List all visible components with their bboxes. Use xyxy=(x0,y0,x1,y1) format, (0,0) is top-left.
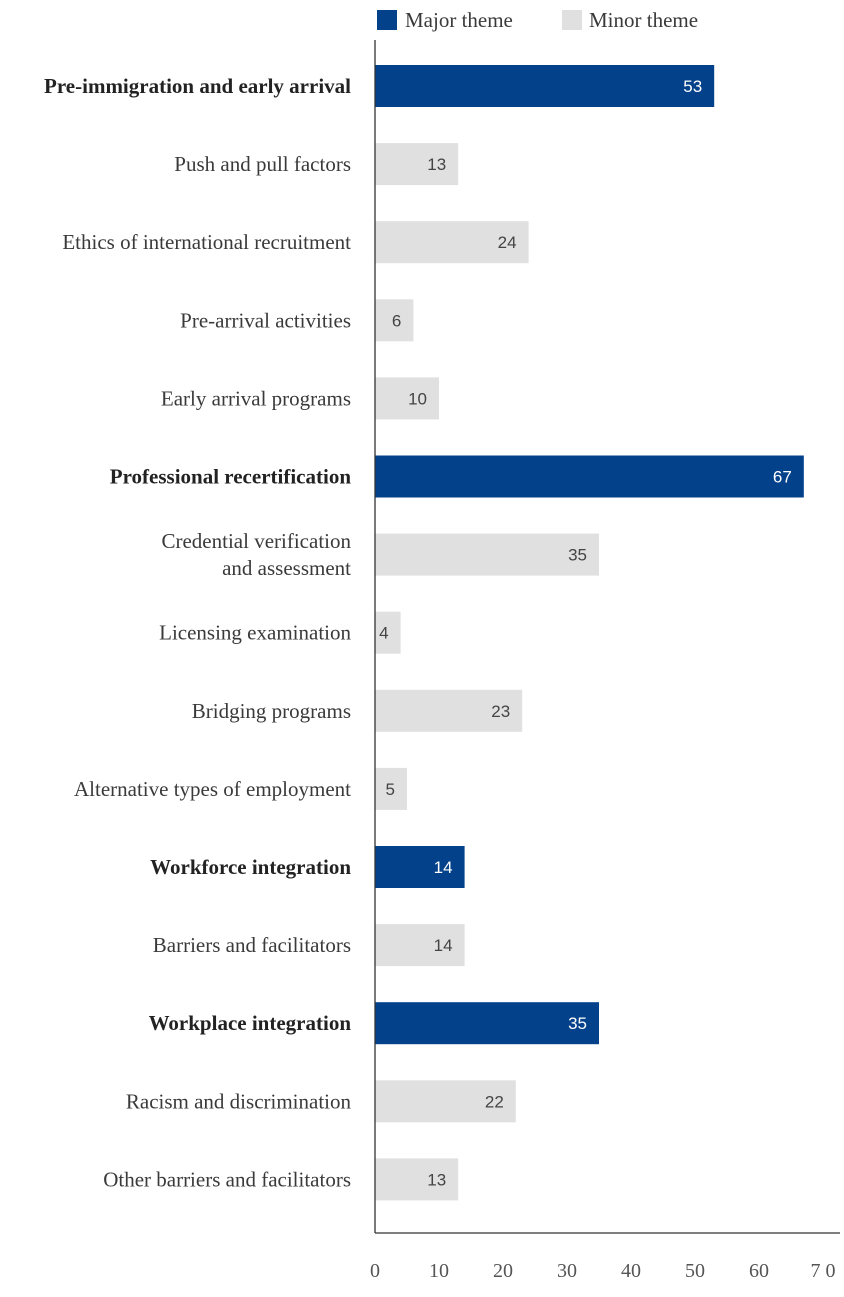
bar-10 xyxy=(375,767,407,810)
category-label-6: Professional recertification xyxy=(110,465,352,489)
x-tick-label-4: 30 xyxy=(557,1260,577,1282)
x-tick-label-7: 60 xyxy=(749,1260,769,1282)
category-label-12: Barriers and facilitators xyxy=(153,933,351,957)
bar-3 xyxy=(375,221,529,264)
bar-8 xyxy=(375,611,401,654)
legend-swatch-minor xyxy=(562,10,582,30)
category-label-9: Bridging programs xyxy=(192,699,351,723)
bar-13 xyxy=(375,1002,599,1045)
legend: Major theme Minor theme xyxy=(377,8,698,32)
data-label-8: 4 xyxy=(379,624,388,643)
x-tick-label-6: 50 xyxy=(685,1260,705,1282)
bar-9 xyxy=(375,689,523,732)
data-label-10: 5 xyxy=(386,780,395,799)
bar-2 xyxy=(375,143,459,186)
bar-4 xyxy=(375,299,414,342)
data-label-4: 6 xyxy=(392,311,401,330)
category-label-8: Licensing examination xyxy=(159,621,351,645)
category-label-13: Workplace integration xyxy=(149,1011,352,1035)
data-label-14: 22 xyxy=(485,1092,504,1111)
bar-5 xyxy=(375,377,439,420)
category-label-3: Ethics of international recruitment xyxy=(62,230,351,254)
data-label-9: 23 xyxy=(491,702,510,721)
bar-12 xyxy=(375,924,465,967)
bar-14 xyxy=(375,1080,516,1123)
category-label-14: Racism and discrimination xyxy=(126,1089,352,1113)
bar-11 xyxy=(375,846,465,888)
bar-6 xyxy=(375,455,804,498)
x-tick-label-1: 0 xyxy=(370,1260,380,1282)
bar-15 xyxy=(375,1158,459,1201)
x-tick-label-8: 7 0 xyxy=(811,1260,836,1282)
data-label-7: 35 xyxy=(568,546,587,565)
data-label-2: 13 xyxy=(427,155,446,174)
x-tick-label-2: 10 xyxy=(429,1260,449,1282)
category-label-11: Workforce integration xyxy=(150,855,351,879)
x-tick-label-5: 40 xyxy=(621,1260,641,1282)
category-label-2: Push and pull factors xyxy=(174,152,351,176)
category-label-15: Other barriers and facilitators xyxy=(103,1167,351,1191)
category-label-1: Pre-immigration and early arrival xyxy=(44,74,351,98)
legend-label-major: Major theme xyxy=(405,8,513,32)
legend-swatch-major xyxy=(377,10,397,30)
category-label-5: Early arrival programs xyxy=(161,386,351,410)
data-label-3: 24 xyxy=(498,233,517,252)
category-label-4: Pre-arrival activities xyxy=(180,308,351,332)
data-label-5: 10 xyxy=(408,389,427,408)
data-label-12: 14 xyxy=(434,936,453,955)
legend-label-minor: Minor theme xyxy=(589,8,698,32)
category-label-7: Credential verification and assessment xyxy=(161,529,351,580)
x-tick-label-3: 20 xyxy=(493,1260,513,1282)
bar-1 xyxy=(375,65,715,107)
bar-7 xyxy=(375,533,599,576)
data-label-11: 14 xyxy=(434,858,453,877)
data-label-13: 35 xyxy=(568,1014,587,1033)
category-label-10: Alternative types of employment xyxy=(74,777,351,801)
data-label-1: 53 xyxy=(683,77,702,96)
data-label-6: 67 xyxy=(773,468,792,487)
data-label-15: 13 xyxy=(427,1170,446,1189)
